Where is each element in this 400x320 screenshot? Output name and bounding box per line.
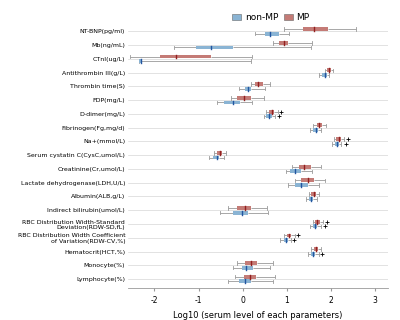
Bar [336, 137, 341, 141]
Bar [237, 206, 251, 210]
Bar [240, 279, 251, 283]
Bar [313, 128, 318, 132]
Bar [266, 114, 272, 118]
Bar [279, 41, 288, 45]
Bar [301, 179, 314, 182]
Bar [294, 183, 308, 187]
Bar [313, 224, 318, 228]
Bar [244, 275, 256, 279]
Bar [233, 211, 248, 214]
Bar [287, 234, 291, 237]
Bar [314, 247, 318, 251]
Bar [284, 238, 288, 242]
Bar [255, 82, 263, 86]
Bar [196, 45, 233, 49]
Bar [242, 266, 253, 269]
Bar [335, 142, 339, 146]
Bar [214, 156, 219, 159]
Bar [139, 59, 141, 63]
Bar [309, 197, 313, 201]
Bar [265, 32, 279, 36]
Bar [317, 124, 322, 127]
Bar [245, 261, 257, 265]
Bar [290, 169, 301, 173]
Bar [303, 27, 328, 31]
Bar [315, 220, 320, 224]
Bar [224, 100, 240, 104]
Bar [311, 192, 316, 196]
Bar [218, 151, 222, 155]
Bar [237, 96, 250, 100]
Bar [245, 87, 251, 91]
Bar [311, 252, 315, 256]
Bar [299, 165, 311, 169]
Bar [322, 73, 327, 77]
X-axis label: Log10 (serum level of each parameters): Log10 (serum level of each parameters) [173, 311, 343, 320]
Bar [327, 68, 331, 72]
Bar [269, 110, 274, 114]
Legend: non-MP, MP: non-MP, MP [229, 10, 313, 26]
Bar [160, 55, 211, 59]
